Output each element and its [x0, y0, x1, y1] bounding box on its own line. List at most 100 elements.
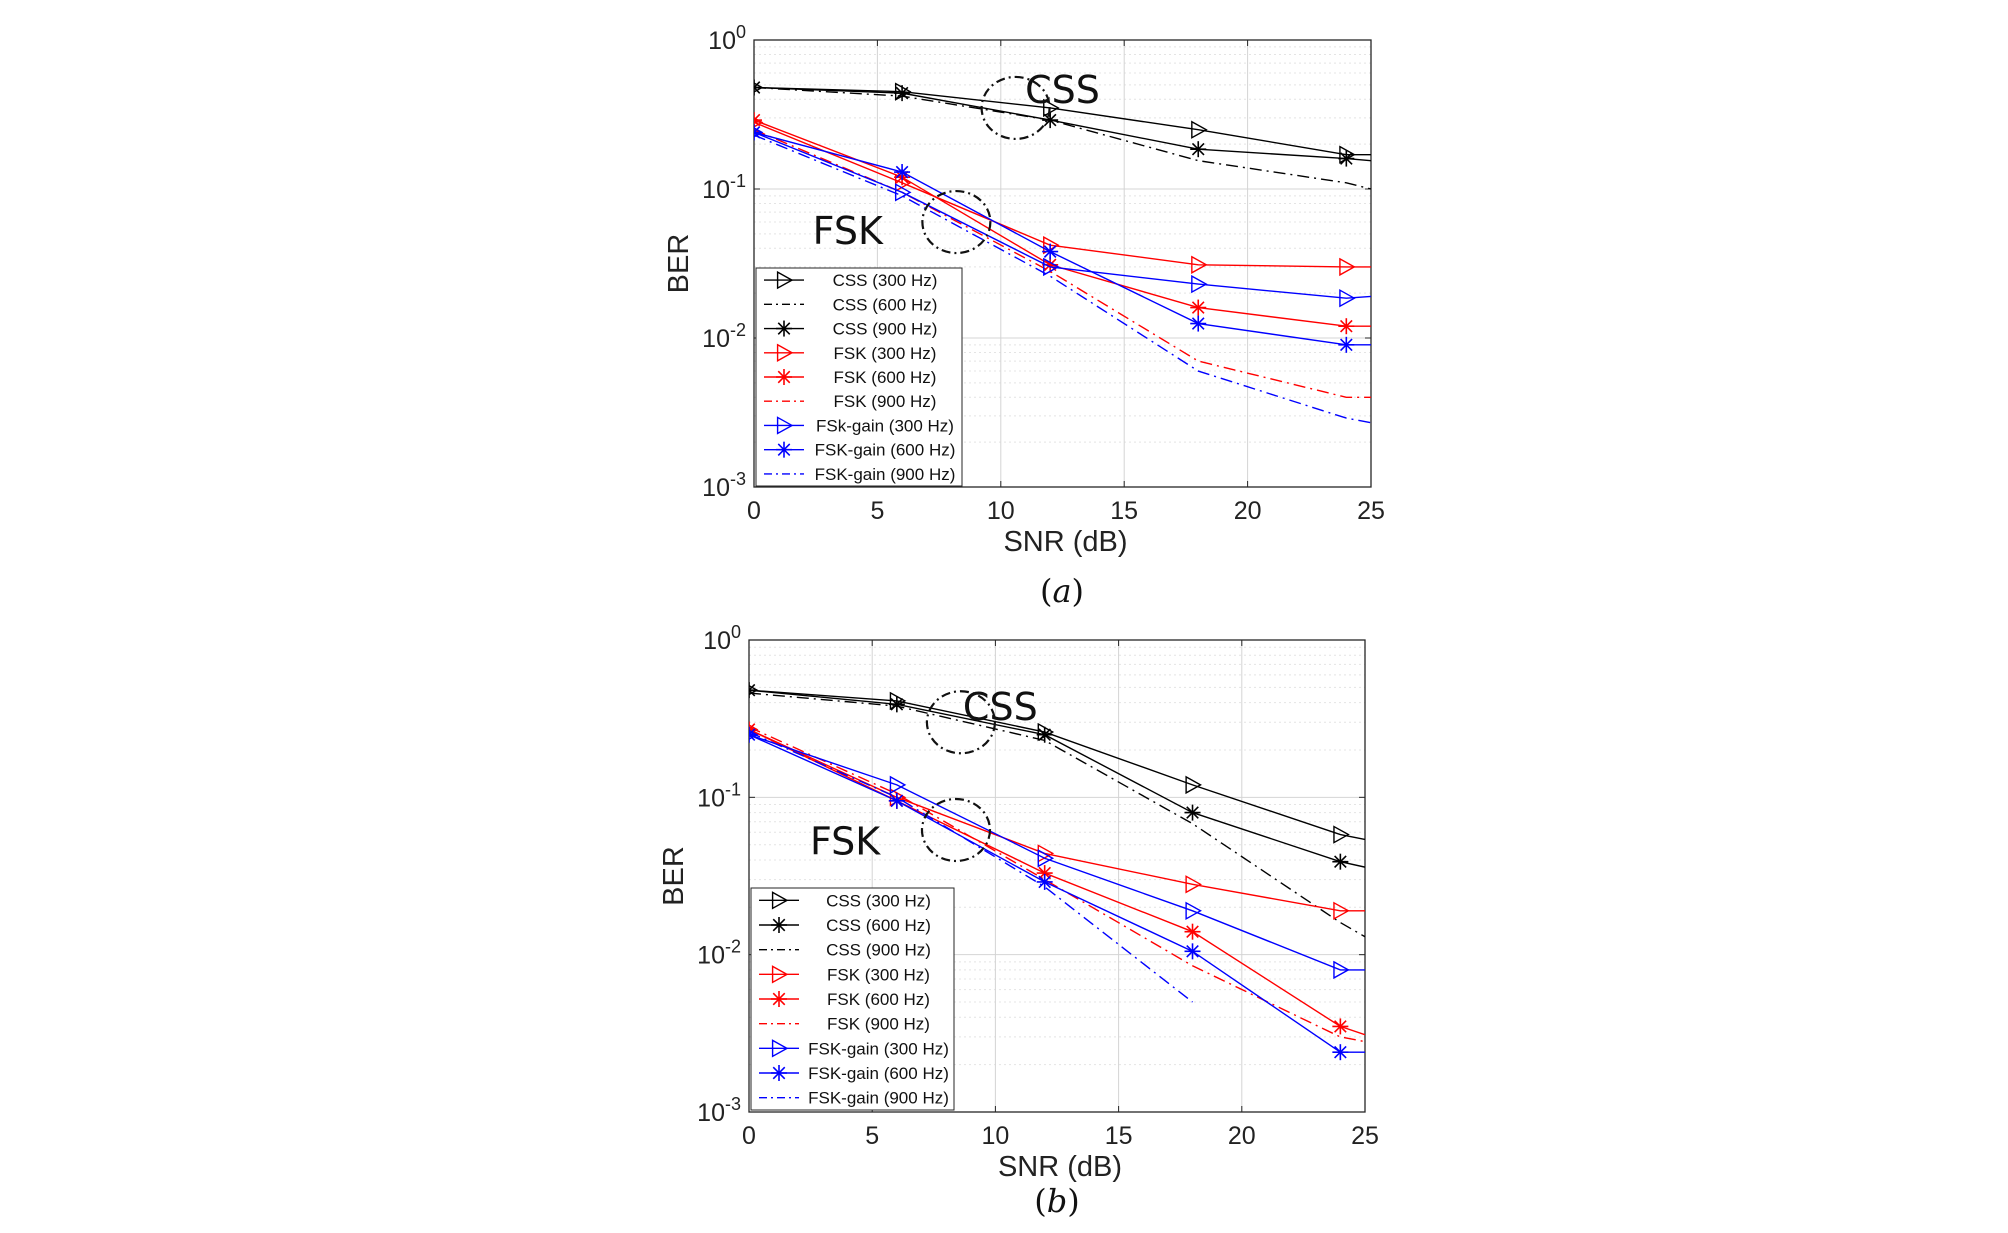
marker-stroke — [772, 1066, 786, 1080]
series-line — [754, 86, 1371, 190]
data-point — [1190, 141, 1207, 158]
legend-marker — [776, 270, 794, 290]
data-point — [1191, 120, 1208, 139]
marker-stroke — [1191, 317, 1205, 330]
y-tick-base: 10 — [708, 27, 736, 55]
marker-stroke — [754, 81, 761, 89]
marker-stroke — [1186, 806, 1199, 819]
legend: CSS (300 Hz) CSS (600 Hz) CSS (900 Hz) FSK … — [750, 887, 955, 1111]
data-point — [1184, 804, 1201, 821]
data-point — [1333, 825, 1350, 844]
legend-item: FSK (900 Hz) — [764, 392, 936, 411]
series-fsk-900-hz- — [754, 129, 1371, 398]
marker-stroke — [1043, 113, 1057, 127]
axes-box — [753, 39, 1372, 488]
x-tick-label: 20 — [1234, 497, 1262, 525]
data-point — [894, 85, 911, 102]
data-point — [1185, 875, 1202, 894]
legend-label: CSS (300 Hz) — [833, 271, 938, 290]
annotation-fsk: FSK — [813, 189, 992, 255]
legend-label: FSK (300 Hz) — [834, 344, 937, 363]
legend-marker — [771, 965, 789, 984]
annotation-label: CSS — [1025, 68, 1100, 112]
y-tick-base: 10 — [697, 1099, 725, 1127]
marker-stroke — [1339, 152, 1353, 165]
series-line — [754, 129, 1371, 398]
caption-open-paren: ( — [1034, 1182, 1046, 1220]
legend-label: CSS (600 Hz) — [833, 295, 938, 314]
series-line — [749, 728, 1365, 912]
data-point — [1190, 299, 1207, 316]
data-point — [1338, 150, 1355, 167]
data-point — [894, 183, 912, 202]
legend-item: FSK-gain (300 Hz) — [759, 1039, 949, 1058]
marker-stroke — [1339, 319, 1353, 333]
legend-label: FSk-gain (300 Hz) — [816, 416, 954, 435]
y-tick-label: 100 — [703, 622, 741, 655]
y-tick-label: 10-3 — [702, 469, 746, 502]
legend-item: FSK-gain (900 Hz) — [759, 1089, 949, 1108]
legend-item: CSS (300 Hz) — [759, 891, 931, 910]
legend: CSS (300 Hz) CSS (600 Hz) CSS (900 Hz) FSK … — [755, 267, 963, 487]
caption-letter: b — [1047, 1182, 1067, 1220]
series-line — [749, 689, 1365, 868]
data-point — [754, 79, 762, 96]
data-point — [1042, 243, 1059, 260]
marker-stroke — [749, 683, 756, 692]
legend-label: FSK-gain (900 Hz) — [815, 465, 956, 484]
marker-stroke — [754, 113, 761, 122]
caption-close-paren: ) — [1072, 572, 1084, 610]
series-line — [749, 728, 1365, 1036]
series-line — [749, 726, 1365, 1043]
data-point — [1339, 289, 1356, 308]
marker-stroke — [1334, 1045, 1347, 1059]
legend-label: FSK (300 Hz) — [827, 965, 930, 984]
marker-stroke — [1191, 142, 1205, 156]
marker-stroke — [749, 723, 756, 731]
legend-marker — [771, 917, 787, 933]
series-line — [749, 692, 1365, 938]
data-point — [1037, 849, 1055, 868]
data-point — [894, 164, 911, 181]
marker-stroke — [1186, 945, 1199, 958]
legend-marker — [776, 441, 792, 458]
data-point — [1332, 1018, 1349, 1035]
data-point — [1191, 255, 1208, 274]
y-tick-label: 10-1 — [697, 779, 741, 812]
legend-item: FSK (900 Hz) — [759, 1015, 930, 1034]
legend-label: FSK-gain (300 Hz) — [808, 1039, 949, 1058]
y-tick-base: 10 — [703, 627, 731, 655]
series-fsk-900-hz- — [749, 726, 1365, 1043]
marker-stroke — [890, 794, 904, 808]
y-tick-exponent: 0 — [736, 22, 746, 42]
x-tick-label: 25 — [1351, 1122, 1379, 1150]
annotation-css: CSS — [980, 68, 1100, 141]
legend-label: FSK (600 Hz) — [834, 368, 937, 387]
marker-stroke — [777, 370, 791, 384]
panel-caption: (a) — [1040, 572, 1084, 610]
series-fsk-gain-900-hz- — [754, 134, 1371, 424]
y-tick-label: 10-2 — [702, 320, 746, 353]
marker-stroke — [1038, 866, 1052, 880]
legend-item: FSK (300 Hz) — [764, 343, 937, 363]
data-point — [1184, 923, 1201, 940]
x-tick-label: 20 — [1228, 1122, 1256, 1150]
y-tick-label: 100 — [708, 22, 746, 55]
caption-open-paren: ( — [1040, 572, 1052, 610]
data-point — [754, 112, 762, 129]
x-tick-label: 15 — [1105, 1122, 1133, 1150]
data-point — [888, 792, 905, 809]
x-axis-label: SNR (dB) — [1003, 526, 1127, 558]
data-point — [1332, 853, 1349, 870]
y-tick-exponent: -2 — [725, 937, 741, 957]
marker-stroke — [777, 322, 791, 335]
marker-stroke — [1334, 855, 1347, 868]
marker-stroke — [1339, 338, 1353, 352]
y-tick-base: 10 — [697, 942, 725, 970]
legend-marker — [776, 320, 792, 337]
legend-item: CSS (600 Hz) — [759, 916, 931, 935]
y-tick-exponent: -2 — [730, 320, 746, 340]
annotation-circle — [921, 189, 992, 255]
